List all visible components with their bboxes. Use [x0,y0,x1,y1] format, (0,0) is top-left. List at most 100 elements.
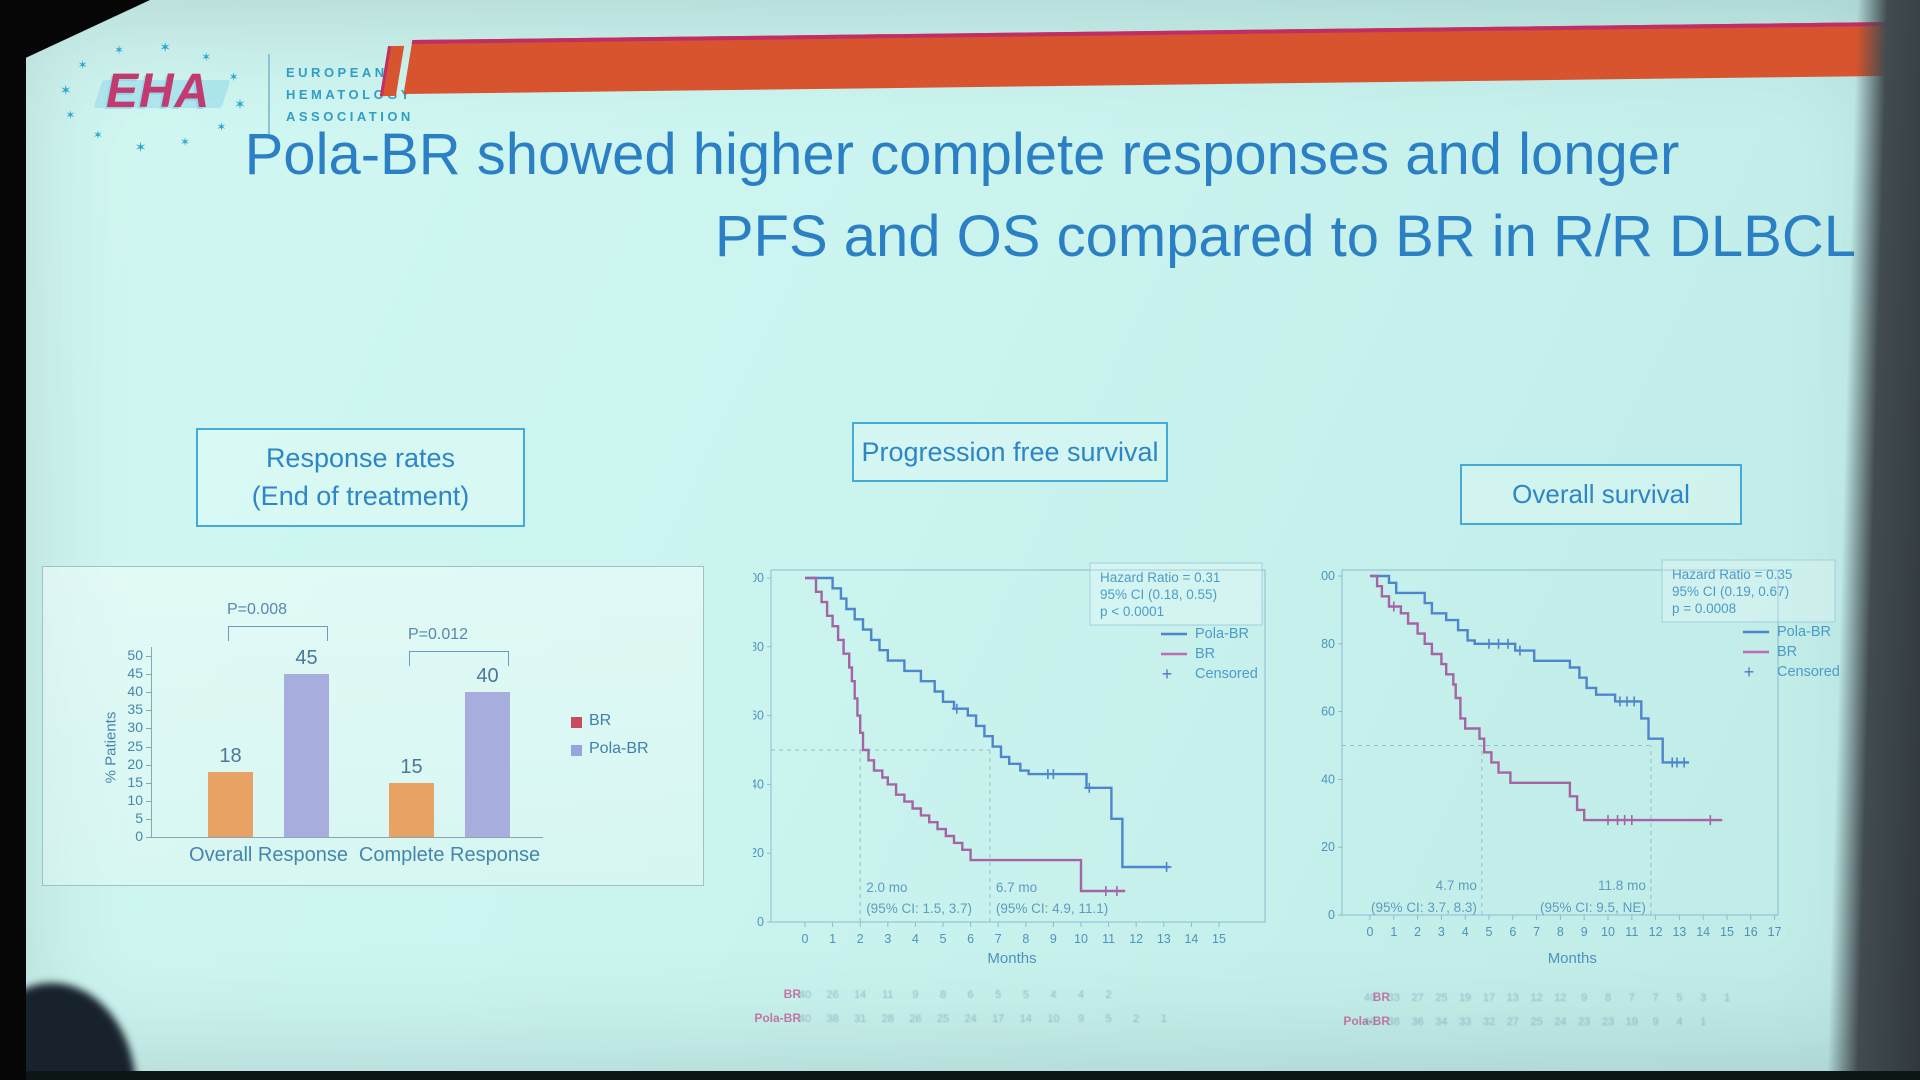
bar-y-tick [146,674,151,676]
at-risk-value: 12 [1530,992,1542,1004]
bar-y-tick-label: 35 [127,701,143,718]
org-line: EUROPEAN [286,65,388,80]
km-legend-label: Pola-BR [1195,626,1249,642]
km-x-tick-label: 7 [995,932,1002,946]
eha-logo-acronym: EHA [106,65,211,118]
km-legend-label: BR [1777,644,1797,660]
km-x-tick-label: 15 [1720,925,1734,939]
median-annotation: 4.7 mo [1436,878,1477,893]
at-risk-value: 36 [1411,1016,1423,1028]
at-risk-value: 9 [1581,992,1587,1004]
p-value-label: P=0.008 [226,601,288,618]
eha-star-icon: ✶ [234,95,246,112]
km-y-tick-label: 80 [1321,637,1335,651]
eha-star-icon: ✶ [77,58,88,73]
eha-star-icon: ✶ [159,39,171,56]
at-risk-value: 6 [968,989,974,1001]
bar-category-label: Complete Response [358,844,541,866]
bar-y-tick [146,728,151,730]
bar-y-axis [151,647,152,838]
km-x-tick-label: 5 [940,932,947,946]
photo-left-edge [0,0,26,1080]
at-risk-value: 24 [1554,1016,1566,1028]
at-risk-value: 5 [995,989,1001,1001]
bar-y-tick [146,746,151,748]
eha-star-icon: ✶ [201,49,212,64]
at-risk-value: 23 [1602,1016,1614,1028]
at-risk-value: 40 [1364,1016,1376,1028]
bar-y-tick-label: 50 [127,647,143,663]
at-risk-value: 25 [1530,1016,1542,1028]
km-x-tick-label: 12 [1129,932,1143,946]
at-risk-value: 4 [1050,989,1056,1001]
p-value-bracket [228,626,328,641]
km-x-tick-label: 17 [1768,925,1782,939]
at-risk-value: 28 [882,1013,894,1025]
km-x-tick-label: 4 [912,932,919,946]
at-risk-value: 7 [1653,992,1659,1004]
at-risk-value: 24 [964,1013,976,1025]
km-x-tick-label: 9 [1050,932,1057,946]
bar-value-label: 18 [219,744,242,767]
at-risk-value: 5 [1106,1013,1112,1025]
at-risk-value: 8 [1605,992,1611,1004]
at-risk-value: 38 [826,1013,838,1025]
eha-star-icon: ✶ [65,107,76,122]
bar-y-tick [146,710,151,712]
median-annotation: 11.8 mo [1598,878,1646,893]
bar-y-tick-label: 40 [127,683,143,700]
header-pfs: Progression free survival [852,422,1168,483]
response-rates-bar-chart: 0 5 10 15 20 25 30 35 40 45 50% Patients 18 45 Overal… [42,566,704,886]
at-risk-value: 1 [1700,1016,1706,1028]
at-risk-value: 25 [1435,992,1447,1004]
at-risk-value: 10 [1047,1013,1059,1025]
eha-star-icon: ✶ [59,82,72,99]
at-risk-value: 4 [1078,989,1084,1001]
km-plot-frame [770,569,1266,923]
bar-y-tick-label: 25 [127,737,143,754]
km-y-tick-label: 40 [753,777,764,791]
km-x-tick-label: 9 [1581,925,1588,939]
km-x-tick-label: 0 [1367,925,1374,939]
p-value-bracket [409,651,509,666]
header-response-line-1: Response rates [265,443,456,473]
at-risk-value: 40 [1364,992,1376,1004]
banner-bar [403,21,1903,94]
at-risk-value: 27 [1411,992,1423,1004]
photo-bottom-edge [26,1071,1920,1080]
eha-star-icon: ✶ [134,138,147,155]
bar-y-tick [146,800,151,802]
km-y-tick-label: 40 [1321,772,1335,786]
at-risk-value: 34 [1435,1016,1447,1028]
bar-category-label: Overall Response [189,844,348,866]
slide-title: Pola-BR showed higher complete responses… [68,118,1856,274]
hazard-ratio-text: p = 0.0008 [1672,601,1736,616]
bar-pola-br-2 [465,692,510,837]
km-x-tick-label: 2 [1414,925,1421,939]
bar-y-axis-label: % Patients [102,711,120,784]
at-risk-value: 9 [912,989,918,1001]
at-risk-value: 33 [1388,992,1400,1004]
km-x-tick-label: 0 [802,932,809,946]
bar-legend-swatch-br [571,717,582,728]
bar-legend-label: Pola-BR [589,740,649,757]
pfs-km-chart: 0204060801000123456789101112131415Months… [753,562,1266,1025]
eha-org-name: EUROPEAN HEMATOLOGY ASSOCIATION [286,62,414,128]
median-annotation: 6.7 mo [996,880,1037,895]
median-annotation-ci: (95% CI: 1.5, 3.7) [866,901,972,916]
bar-legend-swatch-pola-br [571,745,582,756]
bar-y-tick [146,656,151,657]
km-y-tick-label: 80 [753,640,764,654]
hazard-ratio-text: 95% CI (0.19, 0.67) [1672,584,1789,599]
eha-star-icon: ✶ [216,119,227,134]
km-legend-label: BR [1195,646,1215,662]
km-y-tick-label: 20 [1321,840,1335,854]
km-x-tick-label: 1 [1390,925,1397,939]
at-risk-value: 31 [854,1013,866,1025]
km-y-tick-label: 60 [1321,705,1335,719]
hazard-ratio-text: Hazard Ratio = 0.31 [1100,570,1220,585]
hazard-ratio-text: Hazard Ratio = 0.35 [1672,567,1792,582]
eha-star-icon: ✶ [92,128,103,143]
at-risk-value: 33 [1459,1016,1471,1028]
median-annotation: 2.0 mo [866,880,907,895]
